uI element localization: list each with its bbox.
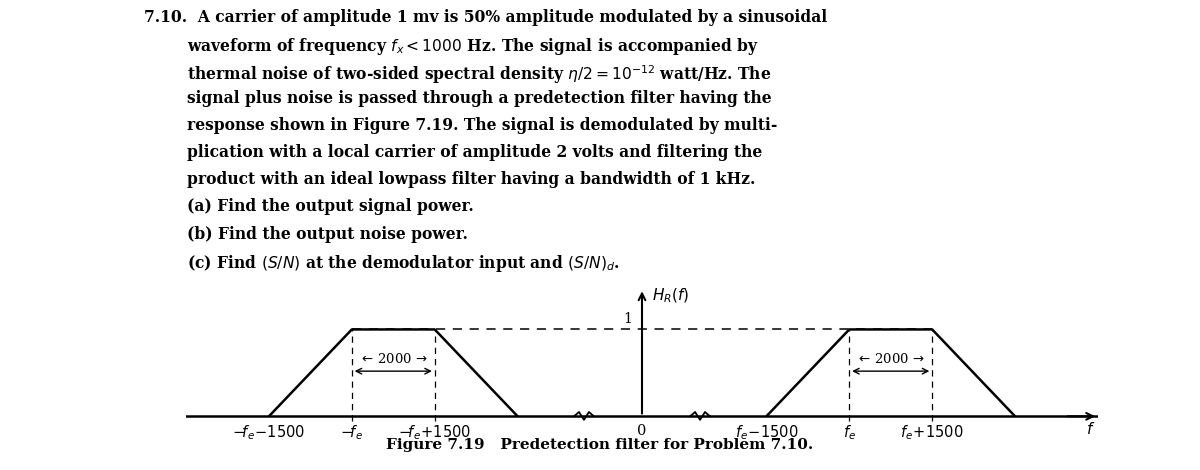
Text: $H_R(f)$: $H_R(f)$ [652,286,689,305]
Text: (a) Find the output signal power.: (a) Find the output signal power. [144,198,474,215]
Text: (c) Find $(S/N)$ at the demodulator input and $(S/N)_d$.: (c) Find $(S/N)$ at the demodulator inpu… [144,253,619,274]
Text: $-\!f_e\!-\!1500$: $-\!f_e\!-\!1500$ [233,424,306,442]
Text: $f_e\!+\!1500$: $f_e\!+\!1500$ [900,424,964,442]
Text: signal plus noise is passed through a predetection filter having the: signal plus noise is passed through a pr… [144,90,772,107]
Text: $f_e\!-\!1500$: $f_e\!-\!1500$ [734,424,798,442]
Text: product with an ideal lowpass filter having a bandwidth of 1 kHz.: product with an ideal lowpass filter hav… [144,172,755,188]
Text: response shown in Figure 7.19. The signal is demodulated by multi-: response shown in Figure 7.19. The signa… [144,117,778,134]
Text: $f_e$: $f_e$ [842,424,856,442]
Text: thermal noise of two-sided spectral density $\eta/2 = 10^{-12}$ watt/Hz. The: thermal noise of two-sided spectral dens… [144,63,772,86]
Text: waveform of frequency $f_x < 1000$ Hz. The signal is accompanied by: waveform of frequency $f_x < 1000$ Hz. T… [144,36,760,57]
Text: (b) Find the output noise power.: (b) Find the output noise power. [144,226,468,243]
Text: Figure 7.19   Predetection filter for Problem 7.10.: Figure 7.19 Predetection filter for Prob… [386,438,814,452]
Text: $f$: $f$ [1086,421,1096,437]
Text: 0: 0 [637,424,647,438]
Text: 1: 1 [623,312,632,326]
Text: $\leftarrow\!$ 2000 $\!\rightarrow$: $\leftarrow\!$ 2000 $\!\rightarrow$ [359,352,428,366]
Text: $-\!f_e\!+\!1500$: $-\!f_e\!+\!1500$ [398,424,472,442]
Text: 7.10.  A carrier of amplitude 1 mv is 50% amplitude modulated by a sinusoidal: 7.10. A carrier of amplitude 1 mv is 50%… [144,9,827,26]
Text: $\leftarrow\!$ 2000 $\!\rightarrow$: $\leftarrow\!$ 2000 $\!\rightarrow$ [856,352,925,366]
Text: $-\!f_e$: $-\!f_e$ [341,424,364,442]
Text: plication with a local carrier of amplitude 2 volts and filtering the: plication with a local carrier of amplit… [144,144,762,161]
